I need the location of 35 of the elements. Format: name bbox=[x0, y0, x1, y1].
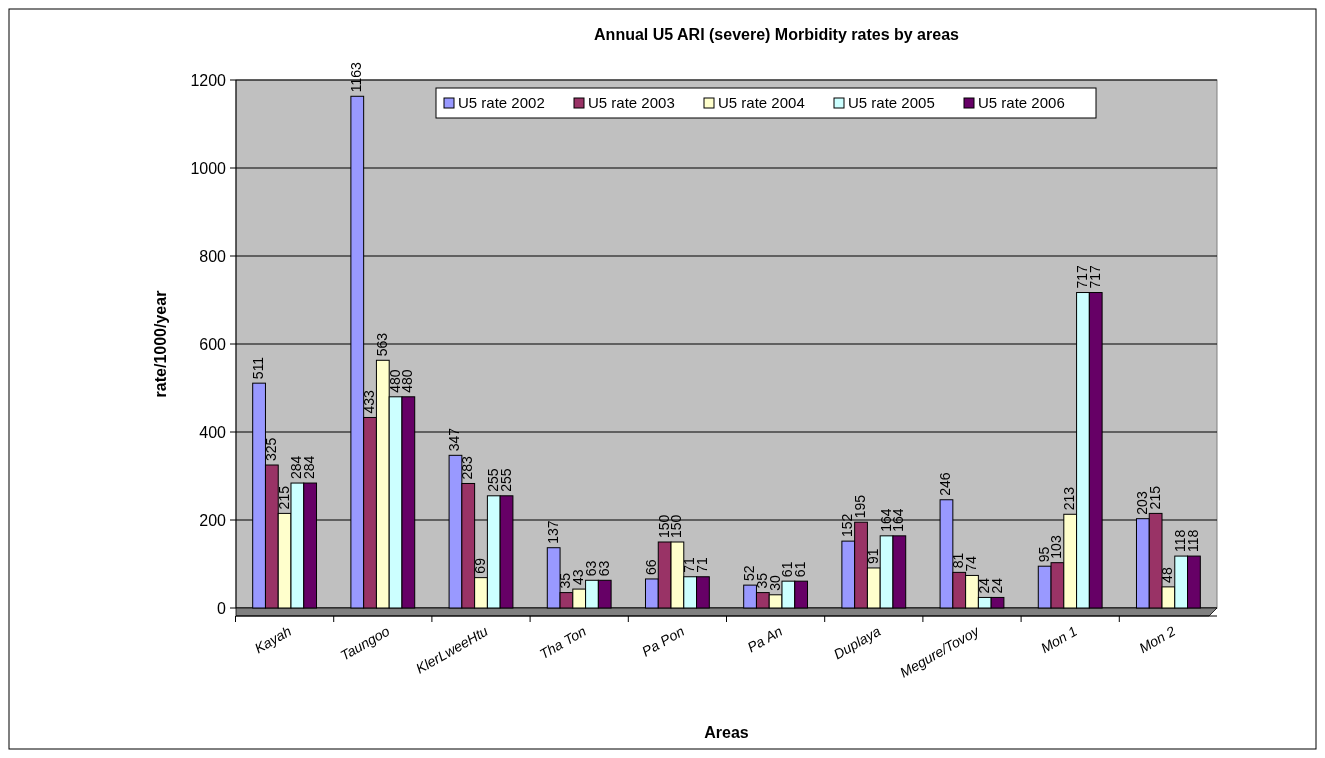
y-tick-label: 800 bbox=[199, 247, 227, 265]
legend-label: U5 rate 2003 bbox=[588, 94, 675, 111]
data-label: 48 bbox=[1159, 567, 1176, 583]
data-label: 433 bbox=[361, 389, 378, 414]
data-label: 563 bbox=[373, 332, 390, 357]
x-tick-label: Mon 2 bbox=[1136, 622, 1179, 657]
data-label: 1163 bbox=[348, 61, 365, 93]
legend-label: U5 rate 2005 bbox=[848, 94, 935, 111]
chart-title: Annual U5 ARI (severe) Morbidity rates by areas bbox=[594, 26, 960, 43]
x-tick-label: Mon 1 bbox=[1037, 622, 1080, 657]
y-tick-label: 1000 bbox=[190, 159, 227, 177]
y-tick-label: 1200 bbox=[190, 71, 227, 89]
legend-label: U5 rate 2002 bbox=[458, 94, 545, 111]
data-label: 137 bbox=[544, 520, 561, 544]
y-tick-label: 400 bbox=[199, 423, 227, 441]
data-label: 69 bbox=[472, 557, 488, 574]
data-label: 347 bbox=[446, 427, 463, 452]
x-tick-label: Tha Ton bbox=[536, 622, 589, 663]
data-label: 325 bbox=[262, 437, 279, 461]
data-label: 213 bbox=[1061, 486, 1078, 511]
data-label: 215 bbox=[275, 485, 292, 510]
data-label: 283 bbox=[459, 455, 476, 480]
x-axis-title: Areas bbox=[704, 724, 749, 741]
x-tick-label: Pa Pon bbox=[639, 622, 688, 660]
data-label: 91 bbox=[864, 548, 881, 564]
legend-label: U5 rate 2006 bbox=[978, 94, 1065, 111]
data-label: 66 bbox=[642, 559, 659, 575]
y-tick-label: 0 bbox=[217, 599, 227, 617]
legend-label: U5 rate 2004 bbox=[718, 94, 805, 111]
x-tick-label: Pa An bbox=[744, 622, 786, 656]
data-label: 246 bbox=[937, 472, 954, 496]
y-axis-title: rate/1000/year bbox=[152, 290, 169, 398]
y-tick-label: 600 bbox=[199, 335, 227, 353]
y-tick-label: 200 bbox=[199, 511, 227, 529]
data-label: 511 bbox=[250, 356, 267, 380]
